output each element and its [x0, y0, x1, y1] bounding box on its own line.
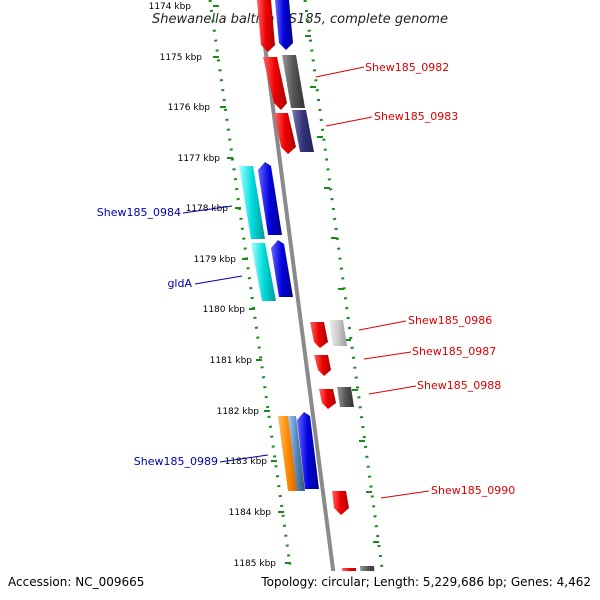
gene-label[interactable]: Shew185_0988	[417, 379, 501, 392]
gene-label[interactable]: Shew185_0989	[134, 455, 218, 468]
gene-label[interactable]: Shew185_0987	[412, 345, 496, 358]
footer-background	[0, 571, 600, 600]
accession-text: Accession: NC_009665	[8, 575, 144, 589]
tick-label: 1174 kbp	[149, 2, 192, 12]
gene-arrow[interactable]	[319, 389, 336, 409]
gene-label[interactable]: Shew185_0984	[97, 206, 181, 219]
tick-label: 1183 kbp	[225, 457, 268, 467]
gene-arrow[interactable]	[263, 57, 287, 110]
genome-title: Shewanella baltica OS185, complete genom…	[152, 12, 448, 27]
gene-label[interactable]: Shew185_0982	[365, 61, 449, 74]
gene-block[interactable]	[329, 320, 347, 346]
tick-label: 1179 kbp	[194, 255, 237, 265]
gene-label[interactable]: Shew185_0990	[431, 484, 515, 497]
topology-text: Topology: circular; Length: 5,229,686 bp…	[260, 575, 591, 589]
genome-backbone	[257, 0, 339, 600]
gene-label[interactable]: gldA	[167, 277, 192, 290]
gene-block[interactable]	[282, 55, 305, 108]
tick-label: 1180 kbp	[203, 305, 246, 315]
gene-arrow[interactable]	[257, 0, 275, 52]
tick-label: 1184 kbp	[229, 508, 272, 518]
gene-arrow[interactable]	[274, 113, 296, 154]
gene-label[interactable]: Shew185_0983	[374, 110, 458, 123]
tick-label: 1175 kbp	[160, 53, 203, 63]
gene-label[interactable]: Shew185_0986	[408, 314, 492, 327]
gene-block[interactable]	[278, 416, 298, 491]
gene-block[interactable]	[288, 416, 305, 491]
tick-label: 1185 kbp	[234, 559, 277, 569]
gene-arrow[interactable]	[332, 491, 349, 515]
leader-lines	[182, 66, 430, 499]
right-tick-marks	[305, 35, 379, 543]
gene-arrow[interactable]	[310, 322, 328, 348]
gene-arrow[interactable]	[258, 162, 282, 235]
gene-arrow[interactable]	[297, 412, 319, 489]
tick-marks	[213, 5, 291, 564]
gene-block[interactable]	[337, 387, 354, 407]
gene-arrow[interactable]	[271, 240, 293, 297]
tick-label: 1182 kbp	[217, 407, 260, 417]
tick-label: 1176 kbp	[168, 103, 211, 113]
tick-label: 1181 kbp	[210, 356, 253, 366]
gene-block[interactable]	[239, 166, 265, 239]
gene-block[interactable]	[251, 243, 276, 301]
gene-arrow[interactable]	[275, 0, 293, 50]
tick-label: 1178 kbp	[186, 204, 229, 214]
tick-label: 1177 kbp	[178, 154, 221, 164]
gene-block[interactable]	[292, 110, 314, 152]
gene-arrow[interactable]	[314, 355, 331, 376]
